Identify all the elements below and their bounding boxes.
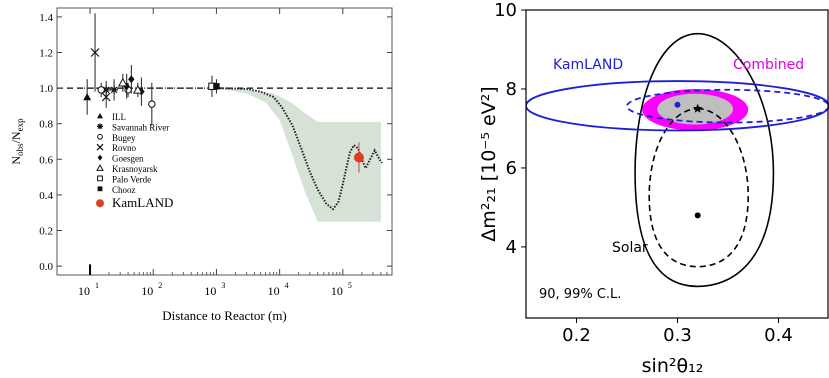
x-tick-exponent: 2 xyxy=(158,281,162,290)
data-point-savannah-river xyxy=(110,85,119,94)
x-axis-label-text: sin²θ₁₂ xyxy=(642,355,704,377)
y-tick-label: 6 xyxy=(506,158,517,179)
x-tick-label: 10 xyxy=(331,284,343,298)
data-point-rovno xyxy=(90,48,100,57)
legend-label: KamLAND xyxy=(112,195,173,210)
x-tick-exponent: 1 xyxy=(95,281,99,290)
legend-marker xyxy=(97,175,103,182)
data-point-krasnoyarsk xyxy=(117,77,128,87)
reactor-plot: 0.00.20.40.60.81.01.21.410 1 10 2 10 3 10 4 10 5 … xyxy=(9,7,393,323)
data-point-rovno xyxy=(101,92,111,102)
x-tick-label: 0.4 xyxy=(764,325,793,346)
x-axis-label: Distance to Reactor (m) xyxy=(162,308,287,323)
data-point-goesgen xyxy=(128,75,135,84)
best-fit-solar xyxy=(694,212,701,219)
x-tick-label: 10 xyxy=(268,284,280,298)
oscillation-curve-line xyxy=(216,87,383,211)
y-axis-label: Δm²₂₁ [10⁻⁵ eV²] xyxy=(478,86,500,241)
x-tick-label: 0.3 xyxy=(663,325,692,346)
y-tick-label: 1.4 xyxy=(39,12,53,24)
kamland-90-contour xyxy=(626,88,829,124)
y-tick-label: 8 xyxy=(506,79,517,100)
best-fit-kamland xyxy=(674,101,681,108)
legend-marker xyxy=(96,163,104,171)
legend-marker xyxy=(97,133,103,140)
best-fit-combined xyxy=(692,103,703,113)
legend-label: ILL xyxy=(112,112,126,122)
solar-99-contour xyxy=(634,32,775,288)
right-axis-ticks: 0.2 0.3 0.4 4 6 8 10 xyxy=(494,0,793,346)
left-axis-ticks: 0.0 0.2 0.4 0.6 0.8 1.0 1.2 1.4 10 1 10 2 10 3 10 4 10 5 xyxy=(39,8,392,298)
y-tick-label: 10 xyxy=(494,0,517,21)
data-point-bugey xyxy=(97,86,105,94)
legend-marker xyxy=(96,143,104,151)
left-plot-frame xyxy=(56,7,393,276)
y-tick-label: 0.2 xyxy=(39,226,53,238)
x-tick-exponent: 4 xyxy=(285,281,289,290)
contours xyxy=(526,32,829,288)
prediction-band-area xyxy=(216,88,381,222)
legend-marker xyxy=(96,199,104,208)
data-point-ill xyxy=(83,93,92,101)
legend-label: Chooz xyxy=(112,185,136,195)
legend-label: Krasnoyarsk xyxy=(112,164,158,174)
y-tick-label: 0.8 xyxy=(39,119,53,131)
y-axis-label-text: Δm²₂₁ [10⁻⁵ eV²] xyxy=(478,86,500,241)
y-tick-label: 4 xyxy=(506,237,517,258)
legend-label: Bugey xyxy=(112,133,136,143)
x-tick-label: 0.2 xyxy=(562,325,591,346)
data-point-bugey xyxy=(148,100,156,108)
x-tick-label: 10 xyxy=(204,284,216,298)
y-tick-label: 0.6 xyxy=(39,154,53,166)
y-tick-label: 1.2 xyxy=(39,48,53,60)
contour-label-kamland: KamLAND xyxy=(553,57,623,73)
contour-label-combined: Combined xyxy=(733,57,804,73)
y-axis-label-text: Nobs/Nexp xyxy=(9,118,25,165)
data-point-kamland xyxy=(353,152,364,163)
x-tick-label: 10 xyxy=(141,284,153,298)
y-axis-label: Nobs/Nexp xyxy=(9,118,25,165)
solar-90-contour xyxy=(648,107,750,268)
x-axis-label: sin²θ₁₂ xyxy=(642,355,704,377)
kamland-99-contour xyxy=(526,80,829,132)
oscillation-curve xyxy=(83,87,383,211)
contour-labels: KamLAND Combined Solar xyxy=(553,57,804,256)
y-tick-label: 0.0 xyxy=(39,261,53,273)
y-tick-label: 1.0 xyxy=(39,83,53,95)
legend-marker xyxy=(97,186,103,192)
data-point-krasnoyarsk xyxy=(132,84,143,94)
legend-label: Savannah River xyxy=(112,122,169,132)
x-tick-exponent: 3 xyxy=(221,281,225,290)
x-tick-exponent: 5 xyxy=(348,281,352,290)
legend-marker xyxy=(97,154,103,161)
legend-label: Palo Verde xyxy=(112,174,151,184)
oscillation-parameter-plot: 0.2 0.3 0.4 4 6 8 10 KamLAND Combined Solar 90, … xyxy=(478,0,829,377)
legend-marker xyxy=(97,113,103,119)
y-tick-label: 0.4 xyxy=(39,190,53,202)
legend-label: Goesgen xyxy=(112,154,144,164)
prediction-band xyxy=(216,88,381,222)
legend-label: Rovno xyxy=(112,143,137,153)
x-tick-label: 10 xyxy=(78,284,90,298)
legend-marker xyxy=(97,123,103,130)
confidence-level-annotation: 90, 99% C.L. xyxy=(539,287,621,302)
reactor-data-points xyxy=(83,13,364,275)
contour-label-solar: Solar xyxy=(612,240,648,256)
data-point-chooz xyxy=(213,83,220,90)
